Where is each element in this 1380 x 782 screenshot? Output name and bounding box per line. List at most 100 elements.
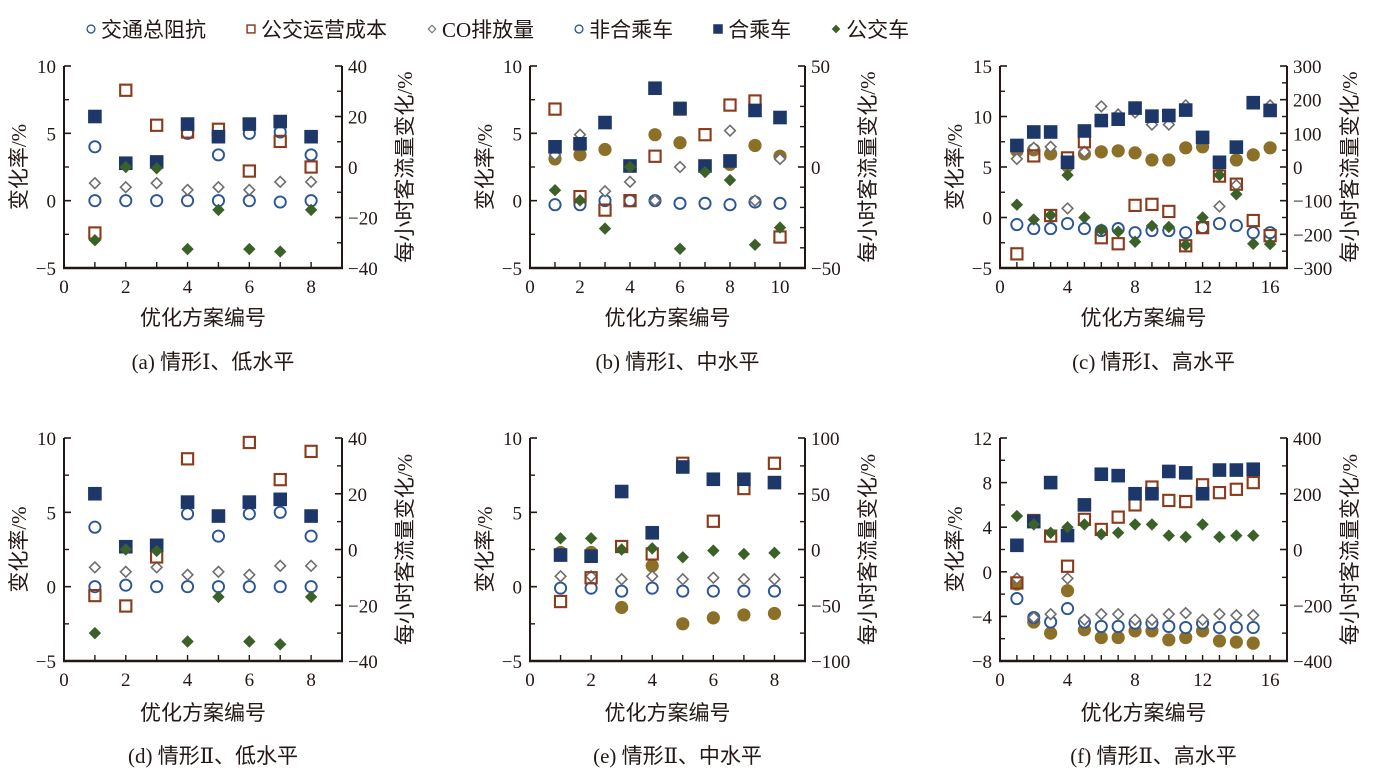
data-point xyxy=(304,444,318,459)
y-tick-label: 10 xyxy=(37,57,56,78)
y2-tick-label: 100 xyxy=(1293,124,1322,145)
y2-tick-label: 0 xyxy=(1293,541,1303,562)
data-point xyxy=(1010,592,1024,606)
data-point xyxy=(1027,213,1040,226)
data-point xyxy=(1094,607,1108,621)
data-point xyxy=(1229,608,1243,622)
data-point xyxy=(1145,613,1159,627)
y-tick-label: 5 xyxy=(47,124,57,145)
x-tick-label: 2 xyxy=(586,670,596,691)
series-filled-circle xyxy=(1010,577,1260,650)
data-point xyxy=(1213,607,1226,621)
data-point xyxy=(119,180,133,194)
data-point xyxy=(706,584,720,598)
x-tick-label: 4 xyxy=(1063,670,1073,691)
x-tick-label: 4 xyxy=(647,670,657,691)
y-tick-label: 0 xyxy=(513,192,523,213)
legend-marker-open-circle-icon xyxy=(574,24,584,34)
y2-tick-label: −40 xyxy=(348,652,378,673)
y2-tick-label: −200 xyxy=(1293,225,1332,246)
data-point xyxy=(1162,529,1176,542)
data-point xyxy=(1128,498,1142,512)
series-open-circle xyxy=(88,578,318,594)
data-point xyxy=(1094,467,1109,482)
data-point xyxy=(1212,621,1227,635)
data-point xyxy=(773,110,787,125)
data-point xyxy=(1027,149,1041,163)
data-point xyxy=(1060,217,1075,231)
data-point xyxy=(1179,141,1193,155)
series-filled-diamond xyxy=(548,160,787,256)
data-point xyxy=(1246,608,1260,622)
data-point xyxy=(1095,527,1108,541)
y-tick-label: −5 xyxy=(36,259,56,280)
data-point xyxy=(645,525,660,540)
x-tick-label: 4 xyxy=(625,277,635,298)
x-axis-title: 优化方案编号 xyxy=(605,306,731,330)
data-point xyxy=(1263,226,1277,240)
data-point xyxy=(273,134,287,149)
data-point xyxy=(767,475,782,490)
data-point xyxy=(150,544,163,558)
legend-item: 合乘车 xyxy=(711,14,791,44)
legend-label: CO排放量 xyxy=(442,18,535,42)
panel-caption: (e) 情形Ⅱ、中水平 xyxy=(593,744,762,768)
data-point xyxy=(1229,219,1243,233)
data-point xyxy=(1077,145,1091,159)
data-point xyxy=(675,460,690,474)
data-point xyxy=(1162,220,1176,234)
y-tick-label: 10 xyxy=(503,429,522,450)
y-axis-title: 变化率/% xyxy=(7,124,31,210)
y-tick-label: 12 xyxy=(973,429,992,450)
data-point xyxy=(1179,494,1193,509)
data-point xyxy=(211,580,225,594)
data-point xyxy=(648,194,662,208)
data-point xyxy=(1111,237,1125,251)
data-point xyxy=(1044,208,1057,222)
x-tick-label: 6 xyxy=(245,670,255,691)
x-tick-label: 8 xyxy=(725,277,735,298)
data-point xyxy=(1145,153,1159,167)
data-point xyxy=(1026,125,1041,139)
panel-caption: (c) 情形Ⅰ、高水平 xyxy=(1072,350,1235,374)
x-tick-label: 4 xyxy=(183,670,193,691)
data-point xyxy=(676,551,689,564)
data-point xyxy=(181,568,194,582)
data-point xyxy=(273,580,287,594)
data-point xyxy=(1027,518,1040,531)
data-point xyxy=(706,472,721,487)
data-point xyxy=(648,128,662,142)
data-point xyxy=(698,128,712,142)
data-point xyxy=(150,560,164,574)
data-point xyxy=(673,242,687,256)
data-point xyxy=(1246,636,1260,650)
data-point xyxy=(1162,153,1176,167)
data-point xyxy=(1229,463,1244,477)
data-point xyxy=(598,184,612,198)
data-point xyxy=(1077,613,1091,627)
y2-tick-label: 20 xyxy=(348,485,367,506)
series-open-circle xyxy=(1010,217,1277,240)
data-point xyxy=(1111,468,1125,483)
data-point xyxy=(584,571,598,585)
legend-marker-open-diamond-icon xyxy=(427,24,437,34)
data-point xyxy=(88,109,102,124)
data-point xyxy=(304,148,318,162)
y-tick-label: 4 xyxy=(983,518,993,539)
y-tick-label: −5 xyxy=(502,652,522,673)
series-filled-diamond xyxy=(554,532,781,564)
data-point xyxy=(304,175,318,189)
data-point xyxy=(698,196,712,210)
data-point xyxy=(1263,237,1277,251)
x-tick-label: 8 xyxy=(1130,670,1140,691)
data-point xyxy=(676,572,690,586)
data-point xyxy=(1061,572,1074,585)
data-point xyxy=(1078,211,1091,224)
data-point xyxy=(723,154,737,168)
data-point xyxy=(150,118,164,132)
data-point xyxy=(748,194,762,208)
series-filled-diamond xyxy=(1010,168,1277,252)
x-tick-label: 6 xyxy=(675,277,685,298)
